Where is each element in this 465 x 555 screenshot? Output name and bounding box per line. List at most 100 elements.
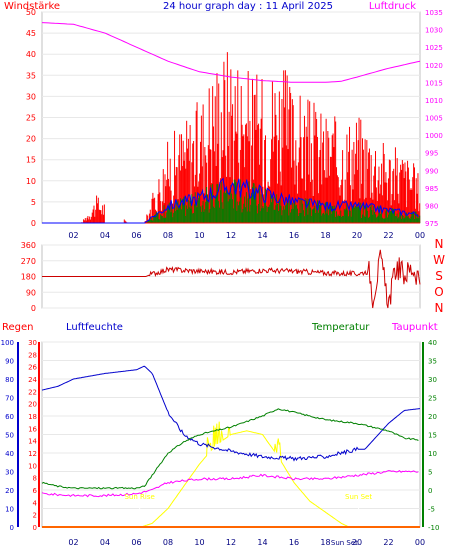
dewpoint-line [41, 469, 419, 498]
pressure-tick-label: 990 [425, 167, 438, 175]
rain-tick-label: 18 [28, 413, 37, 421]
direction-letter: N [435, 237, 444, 251]
rain-tick-label: 28 [28, 351, 37, 359]
x-tick-label: 18 [320, 538, 330, 547]
x-tick-label: 00 [415, 231, 425, 240]
sun-set-label: Sun Set [345, 493, 372, 501]
x-tick-label: 22 [383, 538, 393, 547]
pressure-tick-label: 1015 [425, 79, 443, 87]
pressure-tick-label: 1025 [425, 44, 443, 52]
humidity-tick-label: 60 [5, 413, 14, 421]
rain-tick-label: 24 [28, 376, 37, 384]
x-tick-label: 04 [100, 231, 110, 240]
x-tick-label: 14 [257, 538, 267, 547]
wind-average-line [42, 177, 419, 224]
pressure-axis-title: Luftdruck [369, 1, 416, 12]
pressure-tick-label: 1030 [425, 27, 443, 35]
pressure-tick-label: 985 [425, 185, 438, 193]
x-tick-label: 20 [352, 538, 362, 547]
wind-tick-label: 50 [26, 8, 36, 17]
temperature-axis-title: Temperatur [311, 322, 370, 333]
x-tick-label: 18 [320, 231, 330, 240]
wind-tick-label: 0 [31, 219, 36, 228]
direction-tick-label: 0 [31, 304, 36, 313]
temperature-tick-label: 40 [428, 339, 437, 347]
x-tick-label: 04 [100, 538, 110, 547]
wind-tick-label: 40 [26, 50, 36, 59]
wind-tick-label: 35 [26, 71, 36, 80]
x-tick-label: 02 [68, 231, 78, 240]
pressure-line [41, 22, 421, 83]
direction-tick-label: 270 [21, 257, 36, 266]
wind-tick-label: 15 [26, 156, 36, 165]
wind-tick-label: 10 [26, 177, 36, 186]
temperature-tick-label: 20 [428, 413, 437, 421]
temperature-tick-label: 0 [428, 487, 432, 495]
humidity-axis-title: Luftfeuchte [66, 322, 123, 333]
dewpoint-axis-title: Taupunkt [391, 322, 438, 333]
rain-tick-label: 20 [28, 401, 37, 409]
wind-tick-label: 20 [26, 135, 36, 144]
rain-tick-label: 22 [28, 388, 37, 396]
rain-tick-label: 4 [33, 499, 38, 507]
rain-tick-label: 12 [28, 450, 37, 458]
humidity-tick-label: 20 [5, 487, 14, 495]
direction-tick-label: 180 [21, 273, 36, 282]
x-tick-label: 02 [68, 538, 78, 547]
temperature-tick-label: -10 [428, 524, 439, 532]
temperature-tick-label: 30 [428, 376, 437, 384]
rain-axis-title: Regen [2, 322, 34, 333]
x-tick-label: 12 [226, 538, 236, 547]
humidity-tick-label: 40 [5, 450, 14, 458]
x-tick-label: 16 [289, 231, 299, 240]
direction-tick-label: 90 [26, 288, 36, 297]
x-tick-label: 10 [194, 231, 204, 240]
humidity-tick-label: 30 [5, 469, 14, 477]
humidity-tick-label: 50 [5, 432, 14, 440]
pressure-tick-label: 1035 [425, 9, 443, 17]
temperature-tick-label: 25 [428, 395, 437, 403]
x-tick-label: 12 [226, 231, 236, 240]
x-tick-label: 22 [383, 231, 393, 240]
humidity-tick-label: 80 [5, 376, 14, 384]
pressure-tick-label: 980 [425, 202, 438, 210]
x-tick-label: 14 [257, 231, 267, 240]
x-tick-label: 08 [163, 538, 173, 547]
humidity-line [41, 365, 421, 462]
x-tick-label: 20 [352, 231, 362, 240]
temperature-tick-label: -5 [428, 506, 435, 514]
pressure-tick-label: 1020 [425, 62, 443, 70]
wind-tick-label: 5 [31, 198, 36, 207]
x-tick-label: 00 [415, 538, 425, 547]
rain-tick-label: 0 [33, 524, 37, 532]
humidity-tick-label: 90 [5, 358, 14, 366]
wind-tick-label: 45 [26, 29, 36, 38]
x-tick-label: 08 [163, 231, 173, 240]
temperature-tick-label: 5 [428, 469, 432, 477]
temperature-line [41, 408, 419, 490]
direction-letter: S [435, 269, 443, 283]
direction-tick-label: 360 [21, 241, 36, 250]
direction-letter: O [434, 285, 443, 299]
temperature-tick-label: 15 [428, 432, 437, 440]
x-tick-label: 10 [194, 538, 204, 547]
rain-tick-label: 6 [33, 487, 38, 495]
pressure-tick-label: 1010 [425, 97, 443, 105]
direction-letter: W [433, 253, 445, 267]
x-tick-label: 06 [131, 231, 141, 240]
rain-tick-label: 2 [33, 512, 37, 520]
rain-tick-label: 8 [33, 475, 37, 483]
humidity-tick-label: 0 [10, 524, 14, 532]
x-tick-label: 06 [131, 538, 141, 547]
sun-rise-label: Sun Rise [124, 493, 154, 501]
wind-direction-line [42, 249, 421, 309]
pressure-tick-label: 1000 [425, 132, 443, 140]
pressure-tick-label: 995 [425, 150, 438, 158]
wind-axis-title: Windstärke [4, 1, 60, 12]
sun-set-time-label: Sun Set [331, 539, 358, 547]
temperature-tick-label: 10 [428, 450, 437, 458]
chart-title: 24 hour graph day : 11 April 2025 [163, 1, 333, 12]
humidity-tick-label: 10 [5, 506, 14, 514]
